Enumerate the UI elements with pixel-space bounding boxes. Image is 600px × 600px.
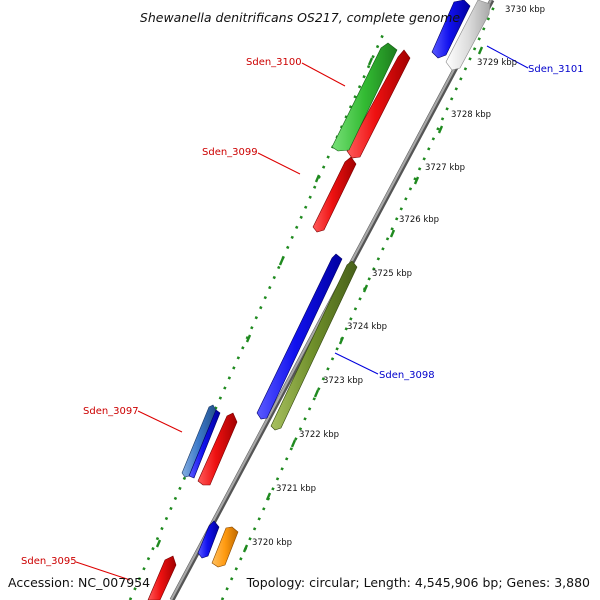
gene-orange-small[interactable]: [211, 526, 239, 568]
inner-ruler-dots: [128, 29, 387, 600]
gene-label-sden-3100[interactable]: Sden_3100: [246, 57, 302, 68]
kbp-labels: 3730 kbp 3729 kbp 3728 kbp 3727 kbp 3726…: [252, 5, 545, 548]
gene-sden-3096[interactable]: [197, 412, 238, 486]
gene-label-sden-3101[interactable]: Sden_3101: [528, 64, 584, 75]
summary-text: Topology: circular; Length: 4,545,906 bp…: [246, 575, 590, 590]
gene-sden-3100[interactable]: [346, 49, 411, 159]
gene-grey[interactable]: [445, 0, 491, 71]
tick-label-3720: 3720 kbp: [252, 538, 292, 548]
gene-label-sden-3099[interactable]: Sden_3099: [202, 147, 258, 158]
gene-label-sden-3095[interactable]: Sden_3095: [21, 556, 77, 567]
tick-label-3726: 3726 kbp: [399, 215, 439, 225]
tick-label-3723: 3723 kbp: [323, 376, 363, 386]
tick-label-3722: 3722 kbp: [299, 430, 339, 440]
accession-text: Accession: NC_007954: [8, 575, 150, 590]
outer-ruler-dots: [220, 0, 499, 600]
gene-labels: Sden_3100 Sden_3099 Sden_3101 Sden_3098 …: [21, 57, 584, 567]
tick-label-3725: 3725 kbp: [372, 269, 412, 279]
gene-sden-3097[interactable]: [181, 404, 221, 479]
tick-label-3721: 3721 kbp: [276, 484, 316, 494]
gene-sden-3101[interactable]: [431, 0, 471, 59]
gene-blue-small[interactable]: [197, 520, 220, 559]
tick-label-3727: 3727 kbp: [425, 163, 465, 173]
gene-label-sden-3098[interactable]: Sden_3098: [379, 370, 435, 381]
leader-lines: [75, 45, 529, 581]
tick-label-3724: 3724 kbp: [347, 322, 387, 332]
tick-label-3729: 3729 kbp: [477, 58, 517, 68]
gene-green[interactable]: [331, 42, 398, 152]
major-ticks: [155, 46, 484, 553]
gene-olive[interactable]: [270, 260, 358, 431]
map-title: Shewanella denitrificans OS217, complete…: [140, 10, 460, 25]
gene-sden-3099[interactable]: [312, 156, 357, 233]
tick-label-3728: 3728 kbp: [451, 110, 491, 120]
tick-label-3730: 3730 kbp: [505, 5, 545, 15]
gene-sden-3095[interactable]: [147, 555, 177, 600]
gene-sden-3098[interactable]: [256, 253, 343, 420]
gene-label-sden-3097[interactable]: Sden_3097: [83, 406, 139, 417]
